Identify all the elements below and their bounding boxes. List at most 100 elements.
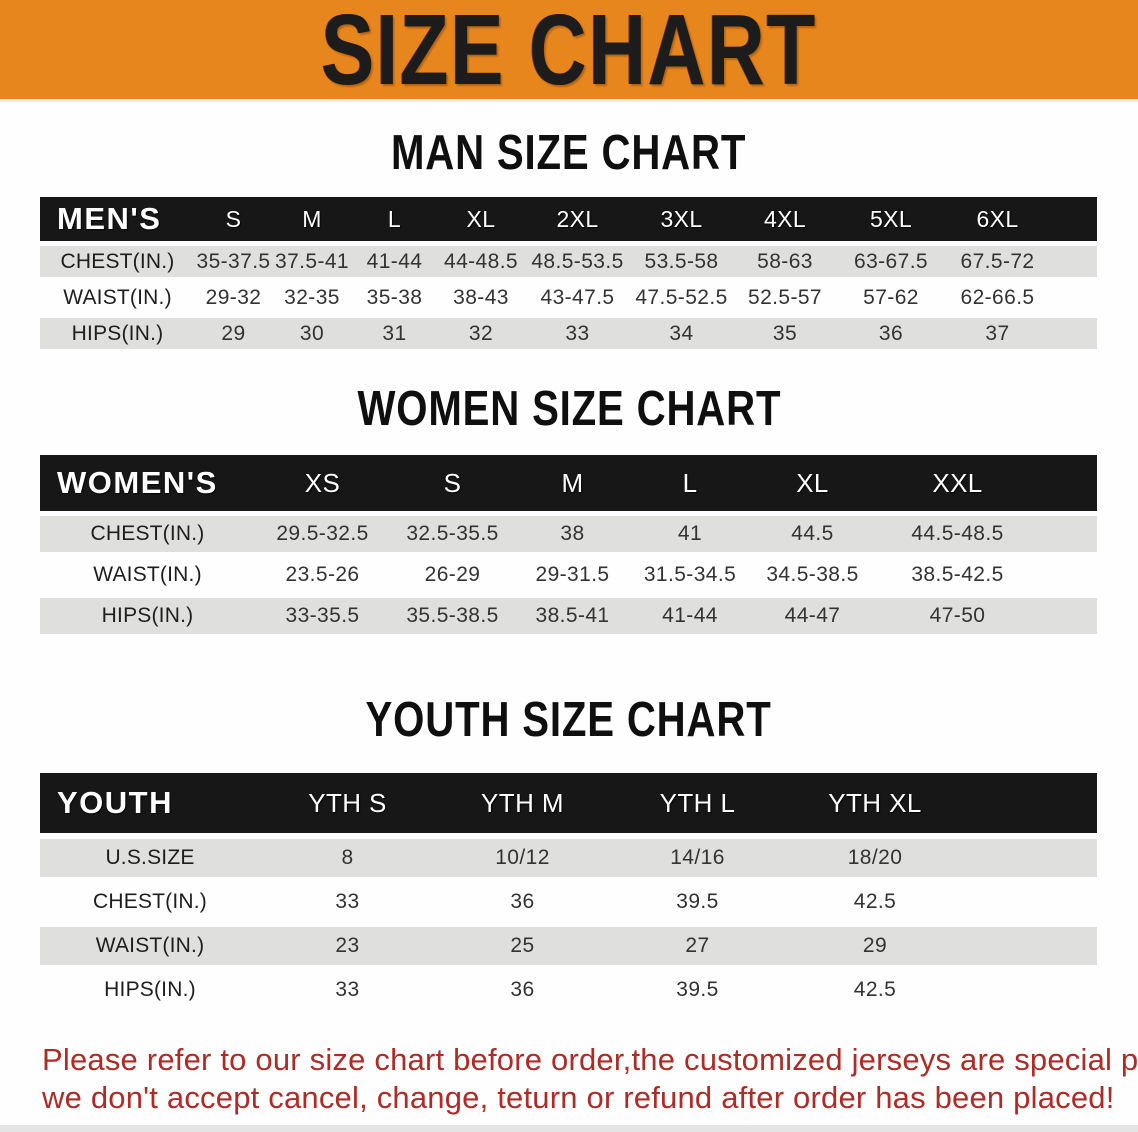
size-value-cell: 35 <box>733 318 837 349</box>
size-column-header: S <box>195 197 272 241</box>
table-row: WAIST(IN.) 29-32 32-35 35-38 38-43 43-47… <box>40 282 1097 313</box>
size-value-cell: 33 <box>335 890 360 913</box>
size-value-cell: 31 <box>352 318 437 349</box>
row-label: HIPS(IN.) <box>40 318 195 349</box>
disclaimer-line: we don't accept cancel, change, teturn o… <box>42 1080 1115 1115</box>
spacer-cell <box>965 883 1097 921</box>
size-value-cell: 63-67.5 <box>837 246 945 277</box>
size-value-cell: 53.5-58 <box>630 246 733 277</box>
size-column-header: M <box>515 455 630 511</box>
size-value-cell: 57-62 <box>863 285 919 309</box>
mens-corner-cell: MEN'S <box>40 197 195 241</box>
size-column-header: L <box>352 197 437 241</box>
size-value-cell: 32.5-35.5 <box>390 516 515 552</box>
mens-size-table: MEN'S S M L XL 2XL 3XL 4XL 5XL 6XL CHEST… <box>40 192 1097 354</box>
row-label: U.S.SIZE <box>40 839 260 877</box>
size-value-cell: 8 <box>260 839 435 877</box>
size-column-header: XL <box>437 197 525 241</box>
spacer-cell <box>965 839 1097 877</box>
womens-size-table: WOMEN'S XS S M L XL XXL CHEST(IN.) 29.5-… <box>40 450 1097 639</box>
size-value-cell: 29.5-32.5 <box>255 516 390 552</box>
size-column-header: XS <box>255 455 390 511</box>
size-value-cell: 27 <box>610 927 785 965</box>
spacer-cell <box>1040 598 1097 634</box>
women-section-title-text: WOMEN SIZE CHART <box>357 382 781 436</box>
size-value-cell: 42.5 <box>853 890 897 913</box>
size-value-cell: 29-32 <box>205 285 262 309</box>
size-value-cell: 41 <box>630 516 750 552</box>
size-value-cell: 26-29 <box>424 563 481 586</box>
size-value-cell: 44-47 <box>750 598 875 634</box>
size-value-cell: 52.5-57 <box>747 285 823 309</box>
man-section-title-text: MAN SIZE CHART <box>391 126 747 180</box>
row-label: WAIST(IN.) <box>40 927 260 965</box>
size-value-cell: 37.5-41 <box>272 246 352 277</box>
size-value-cell: 25 <box>435 927 610 965</box>
size-column-header: 2XL <box>525 197 630 241</box>
size-value-cell: 32-35 <box>284 285 340 309</box>
size-column-header: XXL <box>875 455 1040 511</box>
row-label: WAIST(IN.) <box>93 563 202 586</box>
size-column-header: M <box>272 197 352 241</box>
size-value-cell: 30 <box>272 318 352 349</box>
spacer-cell <box>1050 282 1097 313</box>
size-column-header: YTH M <box>435 773 610 833</box>
size-column-header: 6XL <box>945 197 1050 241</box>
size-value-cell: 38 <box>515 516 630 552</box>
size-column-header: YTH S <box>260 773 435 833</box>
spacer-cell <box>1040 557 1097 593</box>
table-row: HIPS(IN.) 29 30 31 32 33 34 35 36 37 <box>40 318 1097 349</box>
size-value-cell: 44.5-48.5 <box>875 516 1040 552</box>
spacer-cell <box>1050 246 1097 277</box>
size-value-cell: 33-35.5 <box>255 598 390 634</box>
row-label: CHEST(IN.) <box>40 246 195 277</box>
size-value-cell: 42.5 <box>853 978 897 1001</box>
womens-corner-cell: WOMEN'S <box>40 455 255 511</box>
womens-header-row: WOMEN'S XS S M L XL XXL <box>40 455 1097 511</box>
table-row: HIPS(IN.) 33 36 39.5 42.5 <box>40 971 1097 1009</box>
size-value-cell: 29-31.5 <box>535 563 610 586</box>
size-value-cell: 33 <box>525 318 630 349</box>
size-column-header: XL <box>750 455 875 511</box>
table-row: HIPS(IN.) 33-35.5 35.5-38.5 38.5-41 41-4… <box>40 598 1097 634</box>
youth-section-title-text: YOUTH SIZE CHART <box>365 693 773 747</box>
size-value-cell: 29 <box>785 927 965 965</box>
spacer-cell <box>965 971 1097 1009</box>
bottom-edge-strip <box>0 1125 1138 1132</box>
size-value-cell: 47-50 <box>875 598 1040 634</box>
row-label: CHEST(IN.) <box>93 890 207 913</box>
size-value-cell: 23 <box>260 927 435 965</box>
spacer-cell <box>1050 318 1097 349</box>
size-value-cell: 35-37.5 <box>195 246 272 277</box>
size-value-cell: 23.5-26 <box>285 563 360 586</box>
size-value-cell: 31.5-34.5 <box>643 563 737 586</box>
disclaimer: Please refer to our size chart before or… <box>42 1041 1138 1117</box>
size-value-cell: 32 <box>437 318 525 349</box>
size-value-cell: 39.5 <box>676 890 719 913</box>
size-column-header: L <box>630 455 750 511</box>
spacer-cell <box>965 927 1097 965</box>
size-value-cell: 34 <box>630 318 733 349</box>
spacer-cell <box>1040 455 1097 511</box>
banner: SIZE CHART <box>0 0 1138 102</box>
size-value-cell: 41-44 <box>352 246 437 277</box>
disclaimer-line: Please refer to our size chart before or… <box>42 1042 1138 1077</box>
size-column-header: 4XL <box>733 197 837 241</box>
size-column-header: 5XL <box>837 197 945 241</box>
row-label: WAIST(IN.) <box>63 285 172 309</box>
size-value-cell: 38.5-42.5 <box>911 563 1004 586</box>
row-label: HIPS(IN.) <box>104 978 196 1001</box>
table-row: CHEST(IN.) 29.5-32.5 32.5-35.5 38 41 44.… <box>40 516 1097 552</box>
size-value-cell: 34.5-38.5 <box>766 563 859 586</box>
spacer-cell <box>1050 197 1097 241</box>
page-title: SIZE CHART <box>321 0 817 106</box>
size-value-cell: 44.5 <box>750 516 875 552</box>
size-value-cell: 36 <box>837 318 945 349</box>
size-value-cell: 62-66.5 <box>960 285 1035 309</box>
size-value-cell: 44-48.5 <box>437 246 525 277</box>
size-value-cell: 48.5-53.5 <box>525 246 630 277</box>
size-value-cell: 43-47.5 <box>540 285 615 309</box>
size-column-header: S <box>390 455 515 511</box>
youth-header-row: YOUTH YTH S YTH M YTH L YTH XL <box>40 773 1097 833</box>
